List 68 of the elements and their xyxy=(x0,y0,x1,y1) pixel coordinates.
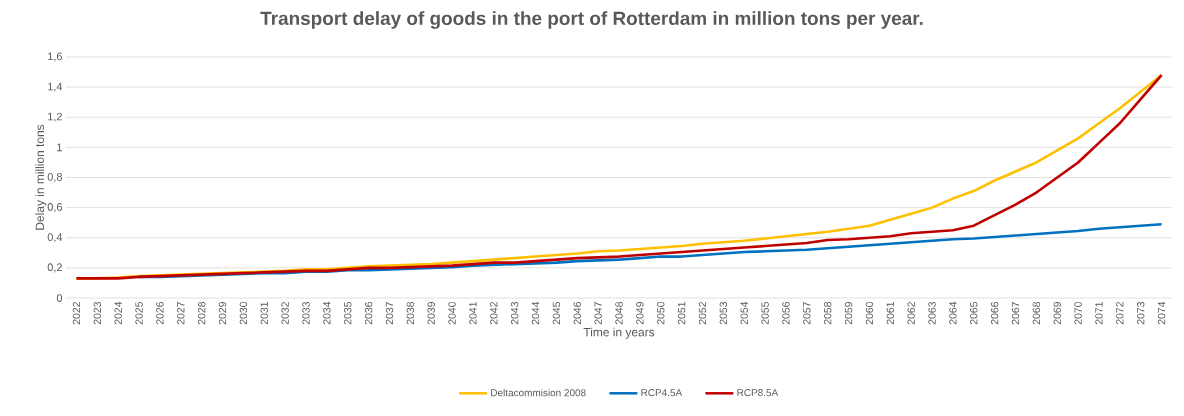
x-tick-label: 2071 xyxy=(1095,302,1103,325)
y-tick-label: 0,4 xyxy=(47,233,63,243)
x-tick-label: 2032 xyxy=(281,302,289,325)
x-tick-label: 2074 xyxy=(1157,301,1166,325)
x-tick-label: 2041 xyxy=(469,302,477,325)
x-tick-label: 2053 xyxy=(719,301,728,325)
x-tick-label: 2069 xyxy=(1053,302,1061,325)
x-tick-label: 2030 xyxy=(239,301,248,325)
x-tick-label: 2045 xyxy=(552,301,561,325)
y-tick-label: 1,2 xyxy=(48,112,62,122)
x-tick-label: 2062 xyxy=(907,302,915,325)
x-tick-label: 2048 xyxy=(615,301,623,325)
x-tick-label: 2058 xyxy=(823,301,832,325)
x-tick-label: 2027 xyxy=(177,302,185,325)
x-tick-label: 2055 xyxy=(761,301,769,325)
y-tick-label: 1 xyxy=(57,143,62,152)
y-tick-label: 0,2 xyxy=(47,263,62,273)
x-tick-label: 2044 xyxy=(531,301,540,325)
chart-title: Transport delay of goods in the port of Rotterdam in million tons per year. xyxy=(260,11,923,29)
x-tick-label: 2038 xyxy=(406,301,415,325)
x-tick-label: 2024 xyxy=(114,301,122,325)
x-tick-label: 2026 xyxy=(156,301,164,325)
x-tick-label: 2061 xyxy=(886,302,894,325)
x-axis-title: Time in years xyxy=(583,327,655,339)
x-tick-label: 2063 xyxy=(928,301,936,325)
y-tick-label: 1,6 xyxy=(48,52,62,62)
x-tick-label: 2035 xyxy=(344,301,352,325)
x-tick-label: 2043 xyxy=(510,301,519,325)
y-tick-label: 0 xyxy=(56,294,63,302)
x-tick-label: 2039 xyxy=(427,302,435,325)
y-tick-label: 0,6 xyxy=(47,203,62,213)
y-tick-label: 0,8 xyxy=(47,172,62,183)
legend-label: RCP8.5A xyxy=(737,389,779,397)
x-tick-label: 2070 xyxy=(1074,301,1082,325)
x-tick-label: 2056 xyxy=(782,301,790,325)
x-tick-label: 2036 xyxy=(364,301,373,325)
x-tick-label: 2060 xyxy=(865,301,874,325)
x-tick-label: 2046 xyxy=(573,301,581,325)
x-tick-label: 2022 xyxy=(72,302,81,325)
x-tick-label: 2052 xyxy=(698,302,707,325)
x-tick-label: 2050 xyxy=(657,301,665,325)
x-tick-label: 2028 xyxy=(197,301,206,325)
x-tick-label: 2072 xyxy=(1116,302,1124,325)
x-tick-label: 2047 xyxy=(594,302,602,325)
x-tick-label: 2034 xyxy=(323,301,331,325)
x-tick-label: 2065 xyxy=(970,301,978,325)
legend-label: Deltacommision 2008 xyxy=(491,388,586,397)
y-tick-label: 1,4 xyxy=(48,82,63,92)
x-tick-label: 2057 xyxy=(803,302,811,325)
x-tick-label: 2023 xyxy=(93,301,102,325)
x-tick-label: 2059 xyxy=(844,302,853,325)
x-tick-label: 2031 xyxy=(260,302,268,325)
x-tick-label: 2033 xyxy=(302,301,310,325)
x-tick-label: 2073 xyxy=(1137,301,1145,325)
x-tick-label: 2025 xyxy=(135,301,143,325)
x-tick-label: 2049 xyxy=(636,302,644,325)
x-tick-label: 2037 xyxy=(385,302,394,325)
x-tick-label: 2040 xyxy=(448,301,456,325)
y-axis-title: Delay in million tons xyxy=(35,124,47,230)
legend-label: RCP4.5A xyxy=(641,389,683,397)
x-tick-label: 2066 xyxy=(990,301,999,325)
x-tick-label: 2051 xyxy=(677,302,686,325)
x-tick-label: 2029 xyxy=(218,302,227,325)
x-tick-label: 2068 xyxy=(1032,301,1041,325)
x-tick-label: 2064 xyxy=(949,301,957,325)
x-tick-label: 2054 xyxy=(740,301,748,325)
x-tick-label: 2042 xyxy=(490,302,498,325)
x-tick-label: 2067 xyxy=(1011,302,1020,325)
